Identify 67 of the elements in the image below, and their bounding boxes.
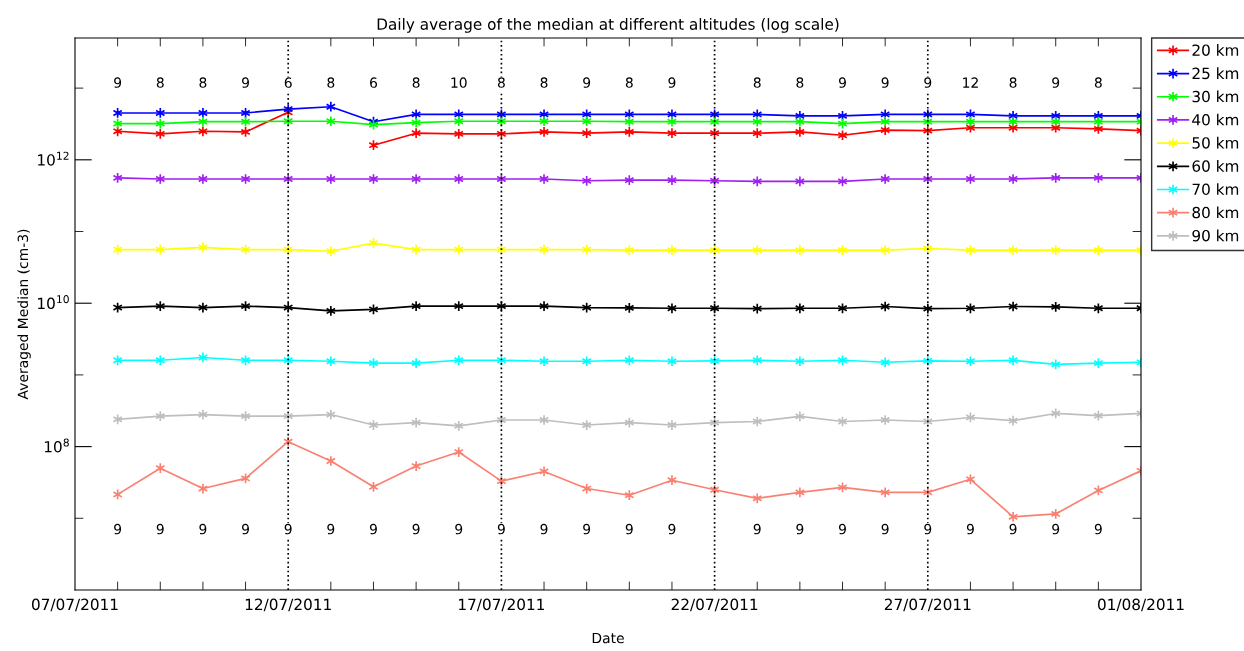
x-tick-label: 12/07/2011: [245, 598, 331, 612]
annotation: 8: [199, 77, 207, 88]
legend-label: 50 km: [1192, 136, 1239, 149]
annotation: 9: [583, 523, 591, 535]
annotation: 10: [451, 77, 467, 88]
annotation: 8: [1009, 77, 1017, 88]
annotation: 9: [1009, 523, 1017, 535]
annotation: 9: [796, 523, 804, 535]
legend-label: 90 km: [1192, 229, 1239, 242]
annotation: 9: [924, 523, 932, 535]
annotation: 9: [668, 523, 676, 535]
legend-label: 70 km: [1192, 183, 1239, 196]
annotation: 9: [242, 77, 249, 88]
y-tick-label: 10$^{10}$: [38, 295, 69, 310]
annotation: 9: [327, 523, 335, 535]
annotation: 9: [668, 77, 676, 88]
legend-label: 40 km: [1192, 113, 1239, 126]
annotation: 9: [838, 523, 846, 535]
annotation: 9: [966, 523, 974, 535]
annotation: 6: [284, 77, 292, 88]
legend-label: 60 km: [1192, 160, 1239, 172]
annotation: 6: [370, 77, 378, 88]
annotation: 8: [327, 77, 335, 88]
x-axis-title: Date: [592, 632, 624, 644]
annotation: 9: [625, 523, 633, 535]
annotation: 8: [796, 77, 804, 88]
annotation: 9: [199, 523, 207, 535]
annotation: 12: [963, 77, 978, 88]
annotation: 9: [540, 523, 548, 535]
annotation: 8: [753, 77, 761, 88]
y-tick-label: 10$^{12}$: [38, 151, 69, 166]
annotation: 9: [412, 523, 420, 535]
annotation: 9: [881, 77, 889, 88]
y-tick-label: 10$^{8}$: [44, 438, 69, 453]
annotation: 9: [156, 523, 164, 535]
annotation: 8: [497, 77, 505, 88]
x-tick-label: 17/07/2011: [459, 598, 545, 612]
legend-label: 25 km: [1192, 67, 1239, 80]
annotation: 9: [455, 523, 463, 535]
x-tick-label: 22/07/2011: [671, 598, 758, 612]
annotation: 8: [540, 77, 548, 88]
annotation: 9: [369, 523, 377, 535]
annotation: 9: [924, 77, 932, 88]
y-axis-title: Averaged Median (cm-3): [17, 229, 31, 400]
annotation: 8: [625, 77, 633, 88]
annotation: 9: [1052, 523, 1060, 535]
annotation: 9: [583, 77, 591, 88]
annotation: 9: [1094, 523, 1102, 535]
annotation: 9: [114, 77, 122, 88]
annotation: 8: [1094, 77, 1102, 88]
x-tick-label: 27/07/2011: [884, 598, 971, 612]
legend-label: 20 km: [1192, 44, 1239, 56]
annotation: 9: [284, 523, 292, 535]
legend-label: 80 km: [1192, 206, 1239, 219]
annotation: 8: [156, 77, 164, 88]
annotation: 9: [881, 523, 889, 535]
legend-label: 30 km: [1192, 90, 1239, 103]
annotation: 9: [497, 523, 505, 535]
annotation: 9: [1052, 77, 1060, 88]
annotation: 9: [114, 523, 122, 535]
annotation: 8: [412, 77, 420, 88]
x-tick-label: 01/08/2011: [1097, 598, 1184, 612]
annotation: 9: [242, 523, 249, 535]
annotation: 9: [753, 523, 761, 535]
x-tick-label: 07/07/2011: [31, 598, 118, 612]
annotation: 9: [838, 77, 846, 88]
chart-title: Daily average of the median at different altitudes (log scale): [377, 18, 839, 33]
